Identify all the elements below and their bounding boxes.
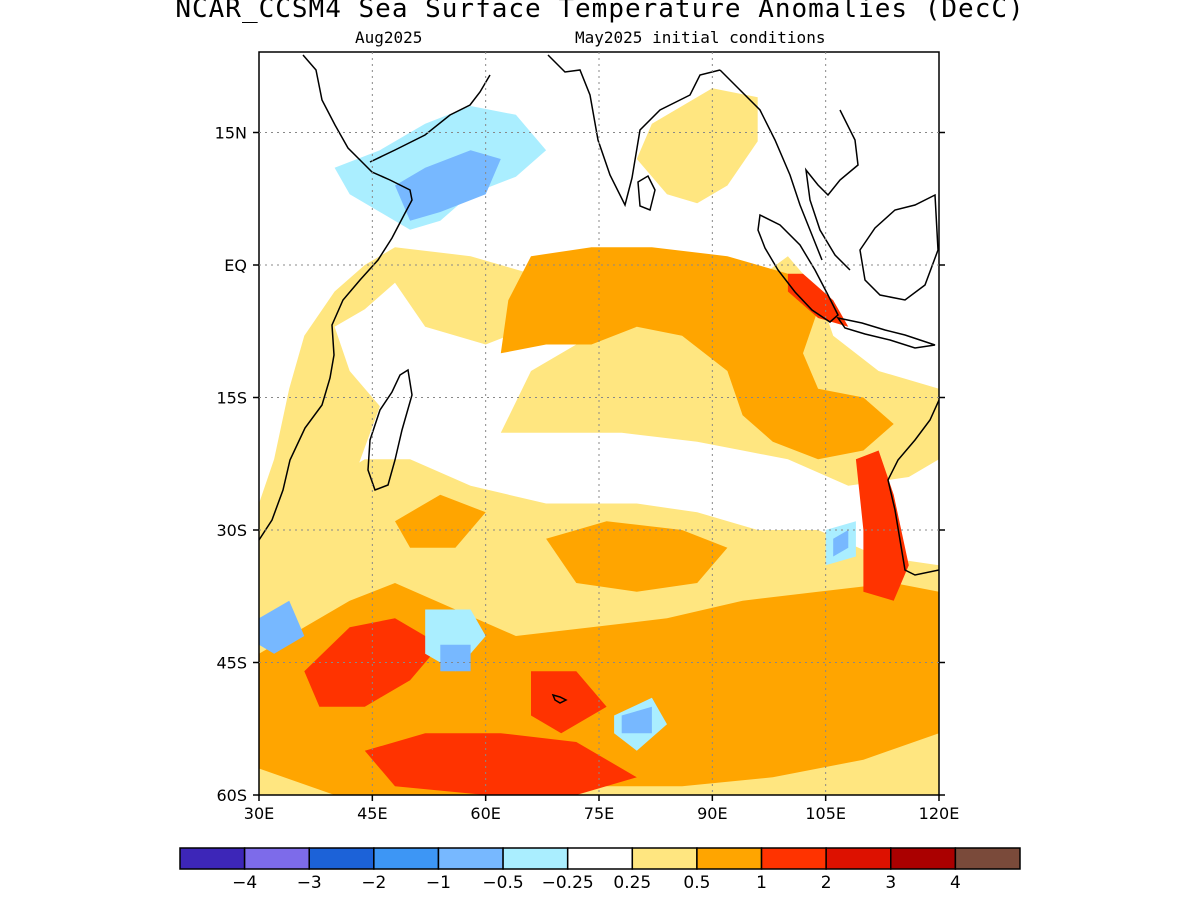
colorbar-swatch bbox=[373, 847, 440, 870]
x-tick-label: 75E bbox=[584, 804, 614, 823]
colorbar-swatch bbox=[825, 847, 892, 870]
malay-coastline bbox=[804, 109, 859, 271]
colorbar-label: 1 bbox=[756, 873, 767, 893]
graticule bbox=[259, 52, 939, 795]
colorbar-swatch bbox=[308, 847, 375, 870]
anomaly-region-1-6 bbox=[395, 494, 486, 548]
colorbar-label: −2 bbox=[361, 873, 386, 893]
x-tick-label: 90E bbox=[697, 804, 727, 823]
anomaly-region--1-21 bbox=[833, 530, 849, 557]
colorbar-swatch bbox=[631, 847, 698, 870]
y-tick-label: 15N bbox=[215, 124, 247, 143]
anomaly-region-1-4 bbox=[500, 247, 894, 460]
colorbar-label: 0.5 bbox=[683, 873, 710, 893]
arabia-coastline bbox=[369, 74, 491, 163]
colorbar-swatch bbox=[696, 847, 763, 870]
colorbar-label: −4 bbox=[232, 873, 257, 893]
africa-coastline bbox=[259, 54, 413, 541]
colorbar-label: −1 bbox=[426, 873, 451, 893]
anomaly-region-1-7 bbox=[546, 521, 728, 592]
colorbar-label: 0.25 bbox=[613, 873, 651, 893]
y-tick-label: 45S bbox=[216, 654, 247, 673]
java-outline bbox=[836, 316, 936, 349]
colorbar: −4 −3 −2 −1 −0.5 −0.25 0.25 0.5 1 2 3 4 bbox=[179, 847, 1021, 893]
madagascar-outline bbox=[367, 368, 413, 491]
axes: 30E 45E 60E 75E 90E 105E 120E 15N EQ 15S 30S 45S 60S bbox=[215, 124, 960, 824]
anomaly-region--1-19 bbox=[440, 644, 471, 672]
colorbar-label: 4 bbox=[950, 873, 961, 893]
valid-month-label: Aug2025 bbox=[355, 28, 423, 47]
x-tick-label: 30E bbox=[244, 804, 274, 823]
anomaly-region--1-20 bbox=[621, 706, 652, 734]
anomaly-region-2-9 bbox=[364, 733, 637, 795]
kerguelen-island bbox=[551, 693, 568, 704]
y-tick-label: 15S bbox=[216, 389, 247, 408]
init-conditions-label: May2025 initial conditions bbox=[575, 28, 826, 47]
x-tick-label: 105E bbox=[805, 804, 846, 823]
borneo-outline bbox=[859, 193, 939, 301]
map-title: NCAR_CCSM4 Sea Surface Temperature Anoma… bbox=[175, 0, 1025, 24]
india-coastline bbox=[547, 54, 721, 208]
colorbar-label: 2 bbox=[821, 873, 832, 893]
anomaly-region-0.5-3 bbox=[636, 88, 758, 204]
x-tick-label: 45E bbox=[357, 804, 387, 823]
colorbar-swatch bbox=[566, 847, 634, 870]
colorbar-label: −3 bbox=[297, 873, 322, 893]
colorbar-swatch bbox=[437, 847, 504, 870]
y-tick-label: 60S bbox=[216, 786, 247, 805]
colorbar-swatch bbox=[502, 847, 569, 870]
anomaly-region-2-12 bbox=[787, 273, 849, 327]
anomaly-region--1-18 bbox=[259, 600, 305, 654]
colorbar-swatch bbox=[760, 847, 827, 870]
australia-coastline bbox=[887, 399, 939, 576]
anomaly-region-2-10 bbox=[531, 671, 607, 734]
indochina-coastline bbox=[719, 69, 823, 261]
colorbar-label: −0.25 bbox=[542, 873, 594, 893]
colorbar-swatch bbox=[954, 847, 1021, 870]
y-tick-label: EQ bbox=[224, 256, 247, 275]
y-tick-label: 30S bbox=[216, 521, 247, 540]
anomaly-region-2-8 bbox=[304, 618, 441, 707]
anomaly-region--1-17 bbox=[395, 150, 501, 221]
anomaly-region-2-11 bbox=[855, 450, 909, 601]
x-tick-label: 60E bbox=[470, 804, 500, 823]
coastline-layer bbox=[259, 54, 939, 704]
sri-lanka-outline bbox=[637, 174, 656, 212]
sumatra-outline bbox=[757, 213, 839, 323]
colorbar-swatch bbox=[890, 847, 957, 870]
colorbar-label: 3 bbox=[885, 873, 896, 893]
colorbar-label: −0.5 bbox=[482, 873, 523, 893]
x-tick-label: 120E bbox=[919, 804, 960, 823]
colorbar-swatch bbox=[179, 847, 246, 870]
colorbar-swatch bbox=[243, 847, 310, 870]
